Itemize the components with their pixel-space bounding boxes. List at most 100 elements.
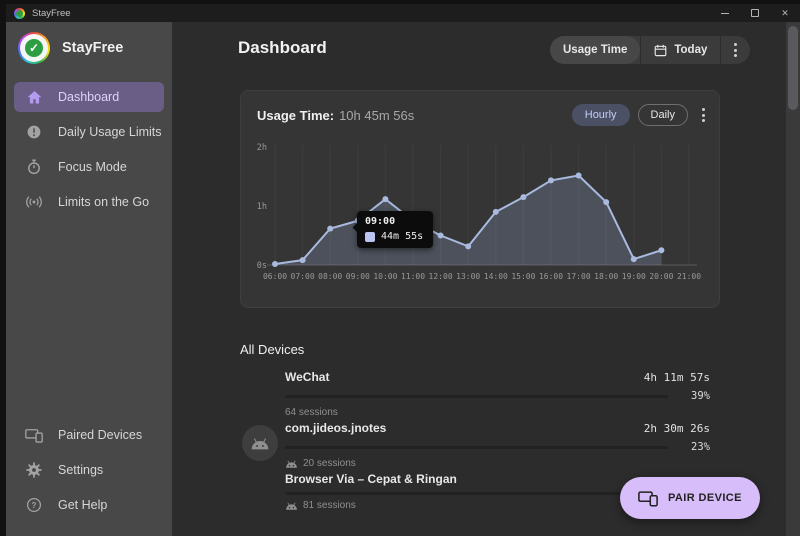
pair-device-button[interactable]: PAIR DEVICE (620, 477, 760, 519)
pair-device-label: PAIR DEVICE (668, 492, 742, 504)
card-kebab-menu-icon[interactable] (696, 108, 707, 122)
session-count: 81 sessions (303, 500, 356, 511)
help-circle-icon: ? (24, 495, 44, 515)
device-row[interactable]: com.jideos.jnotes 2h 30m 26s 23% 20 sess… (240, 421, 710, 472)
sidebar-nav: Dashboard Daily Usage Limits Focus Mode … (14, 82, 164, 222)
metric-selector-button[interactable]: Usage Time (550, 36, 641, 64)
divider (640, 36, 642, 64)
toggle-daily[interactable]: Daily (637, 104, 688, 126)
app-usage-time: 2h 30m 26s (643, 422, 710, 435)
window-title: StayFree (32, 7, 71, 19)
svg-text:0s: 0s (257, 261, 267, 271)
app-window: StayFree ✕ StayFree Dashboard Daily (6, 4, 800, 536)
svg-text:07:00: 07:00 (291, 272, 315, 281)
svg-text:08:00: 08:00 (318, 272, 342, 281)
sidebar-item-settings[interactable]: Settings (14, 455, 164, 485)
stayfree-logo-icon (18, 32, 50, 64)
sidebar-item-label: Focus Mode (58, 160, 127, 174)
sidebar-item-limits-on-the-go[interactable]: Limits on the Go (14, 187, 164, 217)
divider (720, 36, 722, 64)
tooltip-time: 09:00 (365, 216, 396, 227)
stopwatch-icon (24, 157, 44, 177)
device-usage-list: WeChat 4h 11m 57s 39% 64 sessions com.ji… (240, 370, 710, 523)
close-button[interactable]: ✕ (781, 7, 789, 18)
usage-progress-bar (285, 394, 668, 398)
session-count: 64 sessions (285, 407, 338, 418)
usage-progress-bar (285, 492, 710, 495)
usage-time-card: Usage Time: 10h 45m 56s Hourly Daily 06:… (240, 90, 720, 308)
usage-total-value: 10h 45m 56s (339, 107, 415, 123)
svg-text:19:00: 19:00 (622, 272, 646, 281)
brand: StayFree (18, 32, 123, 64)
android-icon (286, 460, 297, 468)
header-kebab-menu-icon[interactable] (721, 43, 750, 57)
svg-text:10:00: 10:00 (373, 272, 397, 281)
android-icon (286, 502, 297, 510)
sidebar-item-label: Settings (58, 463, 104, 477)
usage-chart-svg: 06:00 07:00 08:00 09:00 10:00 11:00 12:00 13:00… (257, 143, 701, 281)
sidebar-item-dashboard[interactable]: Dashboard (14, 82, 164, 112)
app-name: Browser Via – Cepat & Ringan (285, 472, 457, 486)
sidebar-item-label: Daily Usage Limits (58, 125, 162, 139)
svg-text:15:00: 15:00 (511, 272, 535, 281)
usage-progress-bar (285, 445, 668, 449)
svg-text:14:00: 14:00 (484, 272, 508, 281)
window-controls: ✕ (710, 4, 800, 22)
sidebar-item-label: Dashboard (58, 90, 120, 104)
chart-tooltip: 09:00 44m 55s (357, 211, 434, 248)
app-avatar (242, 425, 278, 461)
title-bar: StayFree ✕ (6, 4, 800, 22)
page-title: Dashboard (238, 38, 327, 57)
devices-icon (638, 490, 658, 507)
sidebar: StayFree Dashboard Daily Usage Limits Fo… (6, 22, 172, 536)
sidebar-item-label: Get Help (58, 498, 108, 512)
app-name: WeChat (285, 370, 330, 384)
usage-percent: 39% (691, 390, 710, 402)
svg-text:12:00: 12:00 (429, 272, 453, 281)
tooltip-series-swatch (365, 231, 375, 242)
all-devices-heading: All Devices (240, 342, 305, 357)
toggle-hourly[interactable]: Hourly (571, 104, 630, 126)
android-icon (251, 437, 269, 449)
home-icon (24, 87, 44, 107)
sidebar-item-focus-mode[interactable]: Focus Mode (14, 152, 164, 182)
app-name: com.jideos.jnotes (285, 421, 387, 435)
header-controls: Usage Time Today (550, 36, 751, 64)
svg-text:09:00: 09:00 (346, 272, 370, 281)
minimize-button[interactable] (710, 4, 740, 22)
date-selector-label: Today (674, 44, 708, 56)
device-row[interactable]: Browser Via – Cepat & Ringan 81 sessions (240, 472, 710, 523)
signal-icon (24, 192, 44, 212)
scrollbar-thumb[interactable] (788, 26, 798, 110)
svg-text:1h: 1h (257, 202, 267, 212)
calendar-icon (654, 44, 667, 57)
svg-text:11:00: 11:00 (401, 272, 425, 281)
device-row[interactable]: WeChat 4h 11m 57s 39% 64 sessions (240, 370, 710, 421)
sidebar-item-daily-usage-limits[interactable]: Daily Usage Limits (14, 117, 164, 147)
maximize-button[interactable] (740, 4, 770, 22)
usage-chart: 06:00 07:00 08:00 09:00 10:00 11:00 12:00 13:00… (249, 137, 713, 303)
sidebar-footer-nav: Paired Devices Settings ? Get Help (14, 420, 164, 525)
maximize-icon (751, 9, 759, 17)
session-count: 20 sessions (303, 458, 356, 469)
svg-text:2h: 2h (257, 143, 267, 153)
svg-text:06:00: 06:00 (263, 272, 287, 281)
vertical-scrollbar[interactable] (786, 22, 800, 536)
exclamation-circle-icon (24, 122, 44, 142)
svg-text:13:00: 13:00 (456, 272, 480, 281)
tooltip-value: 44m 55s (381, 231, 424, 242)
minimize-icon (721, 12, 729, 14)
date-selector-button[interactable]: Today (641, 36, 720, 64)
app-logo-icon (14, 7, 25, 19)
usage-card-title: Usage Time: (257, 107, 335, 123)
sidebar-item-label: Limits on the Go (58, 195, 150, 209)
svg-text:21:00: 21:00 (677, 272, 701, 281)
svg-text:20:00: 20:00 (649, 272, 673, 281)
usage-card-header: Usage Time: 10h 45m 56s Hourly Daily (257, 103, 707, 127)
usage-percent: 23% (691, 441, 710, 453)
svg-text:18:00: 18:00 (594, 272, 618, 281)
devices-icon (24, 425, 44, 445)
sidebar-item-get-help[interactable]: ? Get Help (14, 490, 164, 520)
sidebar-item-paired-devices[interactable]: Paired Devices (14, 420, 164, 450)
main-content: Dashboard Usage Time Today Usage Time: 1… (172, 22, 800, 536)
